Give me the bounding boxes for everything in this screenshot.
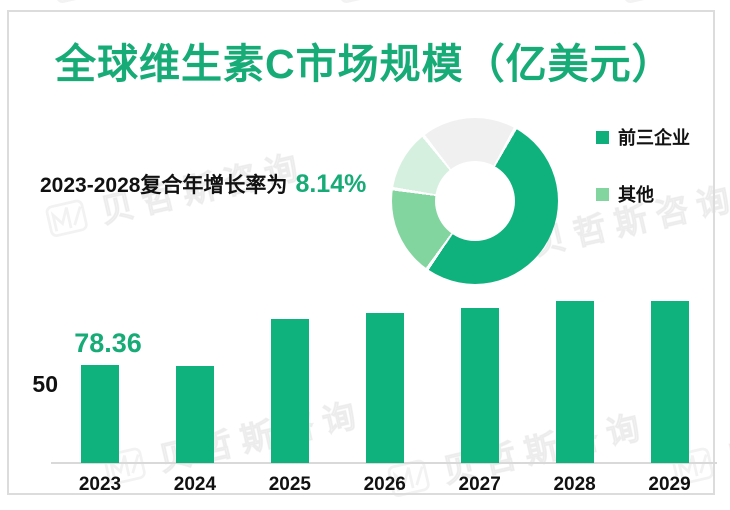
bar-2026	[365, 313, 404, 464]
bar-2023	[81, 365, 119, 464]
cagr-note: 2023-2028复合年增长率为 8.14%	[40, 169, 366, 199]
donut-hole	[435, 161, 515, 241]
bar-2028	[555, 300, 594, 464]
cagr-label: 2023-2028复合年增长率为	[40, 174, 288, 197]
legend-swatch-icon	[596, 130, 609, 144]
bar-2024	[175, 366, 214, 464]
x-tick-label-2028: 2028	[553, 474, 596, 495]
page-title: 全球维生素C市场规模（亿美元）	[55, 41, 674, 87]
legend-swatch-icon	[596, 187, 609, 201]
x-tick-label-2027: 2027	[458, 474, 501, 495]
bar-2029	[650, 301, 689, 464]
x-tick-label-2023: 2023	[78, 474, 122, 495]
x-tick-label-2025: 2025	[268, 474, 311, 495]
bar-value-label-2023: 78.36	[74, 328, 142, 358]
legend-label: 其他	[618, 185, 654, 205]
legend-label: 前三企业	[618, 128, 690, 148]
legend-item-1: 前三企业	[596, 124, 690, 150]
x-tick-label-2026: 2026	[363, 474, 406, 495]
legend: 前三企业 其他	[596, 124, 690, 207]
x-tick-label-2024: 2024	[173, 474, 217, 495]
legend-item-2: 其他	[596, 181, 690, 207]
x-tick-label-2029: 2029	[648, 474, 691, 495]
cagr-value: 8.14%	[295, 170, 367, 198]
y-tick-label-50: 50	[32, 371, 58, 397]
bar-2025	[270, 319, 309, 464]
bar-2027	[460, 308, 499, 464]
donut-chart	[392, 118, 558, 284]
